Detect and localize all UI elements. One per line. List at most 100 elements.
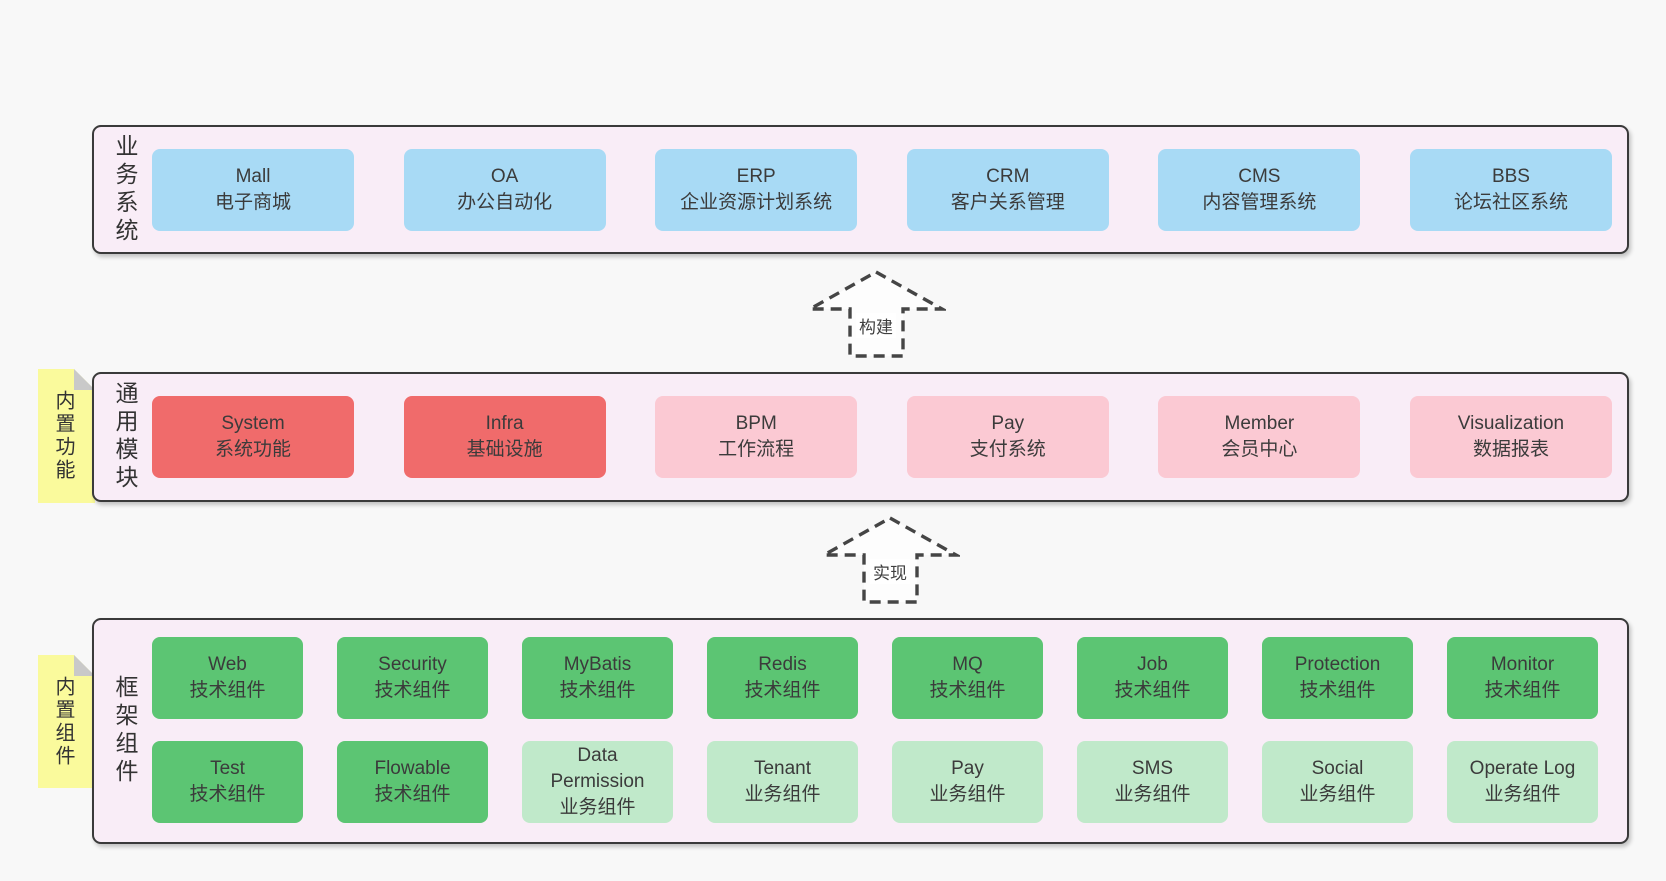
box-monitor: Monitor 技术组件 [1447, 637, 1598, 719]
box-subtitle: 业务组件 [744, 784, 821, 805]
band-box-row: Web 技术组件 Security 技术组件 MyBatis 技术组件 Redi… [152, 637, 1598, 719]
box-subtitle: 论坛社区系统 [1453, 192, 1568, 213]
box-title: BBS [1491, 166, 1530, 187]
box-subtitle: 技术组件 [1114, 680, 1191, 701]
band-box-row: System 系统功能 Infra 基础设施 BPM 工作流程 Pay 支付系统… [152, 396, 1612, 478]
band-label: 框架组件 [112, 675, 138, 787]
box-title: Web [208, 654, 247, 675]
box-crm: CRM 客户关系管理 [906, 149, 1109, 231]
box-tenant: Tenant 业务组件 [707, 741, 858, 823]
box-subtitle: 技术组件 [189, 680, 266, 701]
box-subtitle: 技术组件 [374, 680, 451, 701]
box-cms: CMS 内容管理系统 [1158, 149, 1361, 231]
box-title: System [221, 413, 285, 434]
box-title: Protection [1294, 654, 1381, 675]
box-test: Test 技术组件 [152, 741, 303, 823]
band-box-row: Test 技术组件 Flowable 技术组件 Data Permission … [152, 741, 1598, 823]
box-subtitle: 系统功能 [214, 439, 291, 460]
band-framework-components: 框架组件 Web 技术组件 Security 技术组件 MyBatis 技术组件… [92, 618, 1629, 844]
box-subtitle: 电子商城 [214, 192, 291, 213]
box-subtitle: 支付系统 [969, 439, 1046, 460]
box-title: Tenant [753, 758, 812, 779]
box-web: Web 技术组件 [152, 637, 303, 719]
box-mybatis: MyBatis 技术组件 [522, 637, 673, 719]
box-title: BPM [735, 413, 777, 434]
box-social: Social 业务组件 [1262, 741, 1413, 823]
box-security: Security 技术组件 [337, 637, 488, 719]
box-subtitle: 办公自动化 [457, 192, 553, 213]
box-title: Pay [991, 413, 1025, 434]
box-visualization: Visualization 数据报表 [1409, 396, 1612, 478]
band-box-row: Mall 电子商城 OA 办公自动化 ERP 企业资源计划系统 CRM 客户关系… [152, 149, 1612, 231]
box-title: Test [210, 758, 245, 779]
box-job: Job 技术组件 [1077, 637, 1228, 719]
box-operate-log: Operate Log 业务组件 [1447, 741, 1598, 823]
box-title: Monitor [1490, 654, 1555, 675]
box-pay-module: Pay 支付系统 [906, 396, 1109, 478]
box-title: Member [1224, 413, 1295, 434]
sticky-note-label: 内置组件 [38, 655, 95, 788]
box-title: Pay [951, 758, 984, 779]
band-label: 通用模块 [112, 381, 138, 493]
box-title: Data Permission [550, 745, 645, 792]
box-subtitle: 内容管理系统 [1202, 192, 1317, 213]
box-mall: Mall 电子商城 [152, 149, 354, 231]
box-oa: OA 办公自动化 [403, 149, 606, 231]
box-title: MQ [952, 654, 983, 675]
box-title: Redis [758, 654, 807, 675]
sticky-note-builtin-features: 内置功能 [38, 369, 95, 503]
box-bbs: BBS 论坛社区系统 [1409, 149, 1612, 231]
box-subtitle: 业务组件 [1299, 784, 1376, 805]
arrow-label: 构建 [856, 313, 896, 338]
arrow-label: 实现 [870, 559, 910, 584]
box-data-permission: Data Permission 业务组件 [522, 741, 673, 823]
box-subtitle: 技术组件 [1299, 680, 1376, 701]
box-erp: ERP 企业资源计划系统 [655, 149, 858, 231]
box-subtitle: 技术组件 [559, 680, 636, 701]
box-title: Social [1311, 758, 1364, 779]
box-subtitle: 业务组件 [929, 784, 1006, 805]
box-title: Visualization [1457, 413, 1565, 434]
sticky-note-builtin-components: 内置组件 [38, 655, 95, 788]
box-subtitle: 技术组件 [1484, 680, 1561, 701]
box-title: OA [490, 166, 519, 187]
box-subtitle: 客户关系管理 [950, 192, 1065, 213]
band-business-systems: 业务系统 Mall 电子商城 OA 办公自动化 ERP 企业资源计划系统 CRM… [92, 125, 1629, 254]
dashed-up-arrow-build: 构建 [806, 268, 946, 360]
box-protection: Protection 技术组件 [1262, 637, 1413, 719]
box-title: Operate Log [1469, 758, 1576, 779]
box-subtitle: 会员中心 [1221, 439, 1298, 460]
box-subtitle: 基础设施 [466, 439, 543, 460]
box-subtitle: 技术组件 [929, 680, 1006, 701]
dashed-up-arrow-implement: 实现 [820, 514, 960, 606]
box-title: Flowable [374, 758, 451, 779]
box-title: SMS [1131, 758, 1174, 779]
box-subtitle: 技术组件 [189, 784, 266, 805]
box-sms: SMS 业务组件 [1077, 741, 1228, 823]
box-subtitle: 业务组件 [1484, 784, 1561, 805]
box-subtitle: 业务组件 [559, 797, 636, 818]
box-flowable: Flowable 技术组件 [337, 741, 488, 823]
band-label: 业务系统 [112, 133, 138, 246]
box-infra: Infra 基础设施 [403, 396, 606, 478]
box-member: Member 会员中心 [1158, 396, 1361, 478]
box-title: Mall [235, 166, 271, 187]
box-pay-component: Pay 业务组件 [892, 741, 1043, 823]
box-subtitle: 数据报表 [1472, 439, 1549, 460]
box-subtitle: 技术组件 [744, 680, 821, 701]
box-title: Security [378, 654, 447, 675]
box-mq: MQ 技术组件 [892, 637, 1043, 719]
box-title: Infra [485, 413, 524, 434]
box-bpm: BPM 工作流程 [655, 396, 858, 478]
box-subtitle: 技术组件 [374, 784, 451, 805]
box-subtitle: 业务组件 [1114, 784, 1191, 805]
box-title: Job [1137, 654, 1168, 675]
box-redis: Redis 技术组件 [707, 637, 858, 719]
box-system: System 系统功能 [152, 396, 354, 478]
box-title: CRM [986, 166, 1030, 187]
box-title: CMS [1238, 166, 1281, 187]
box-title: MyBatis [563, 654, 632, 675]
box-title: ERP [736, 166, 776, 187]
sticky-note-label: 内置功能 [38, 369, 95, 503]
